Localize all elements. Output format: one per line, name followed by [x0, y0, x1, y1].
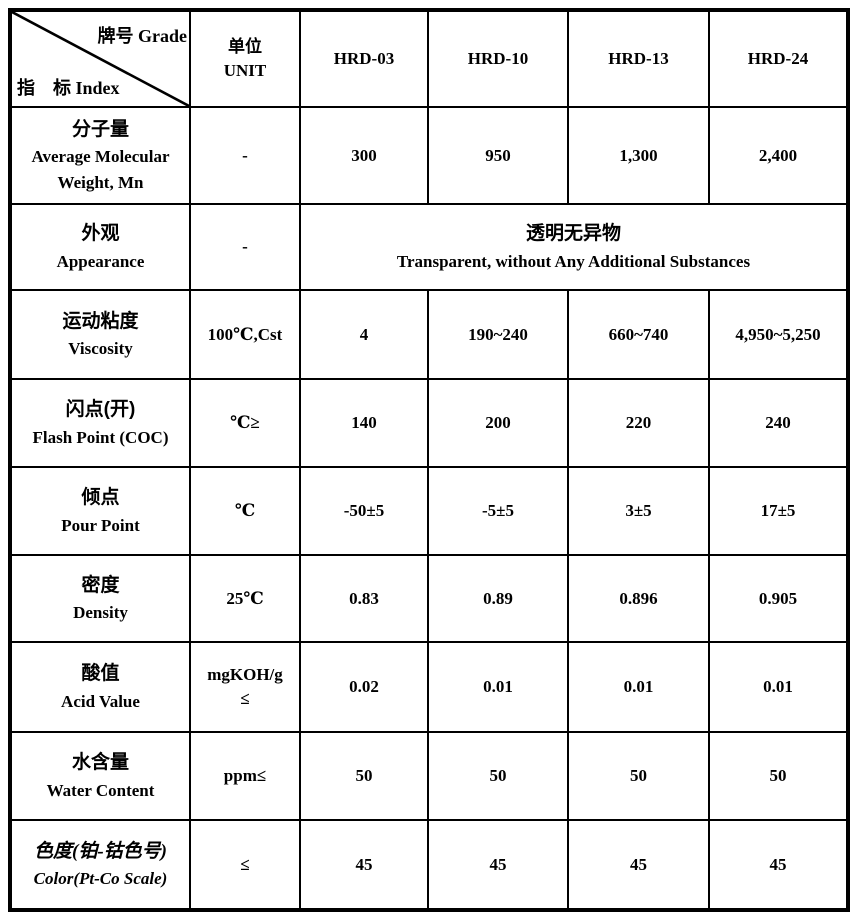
- value-cell: 45: [567, 819, 710, 911]
- row-label-en: Viscosity: [68, 339, 133, 358]
- value-cell: 1,300: [567, 106, 710, 205]
- value-cell: 0.01: [708, 641, 849, 733]
- row-label-en: Color(Pt-Co Scale): [33, 869, 168, 888]
- value-cell: 0.01: [427, 641, 569, 733]
- value-cell: 45: [299, 819, 429, 911]
- row-label-en: Pour Point: [61, 515, 140, 535]
- row-label: 运动粘度 Viscosity: [9, 289, 191, 380]
- row-label-en: Flash Point (COC): [32, 427, 169, 447]
- grade-corner-label: 牌号 Grade: [97, 26, 188, 46]
- appearance-zh: 透明无异物: [525, 223, 621, 245]
- value-cell: 0.01: [567, 641, 710, 733]
- value-cell: 190~240: [427, 289, 569, 380]
- row-label: 倾点 Pour Point: [9, 466, 191, 556]
- diagonal-line: [12, 12, 189, 106]
- row-label-zh: 水含量: [71, 752, 129, 773]
- row-label: 密度 Density: [9, 554, 191, 643]
- value-cell: 45: [708, 819, 849, 911]
- row-label-zh: 外观: [81, 223, 120, 244]
- row-label-en: Density: [73, 603, 128, 622]
- row-label: 外观 Appearance: [9, 203, 191, 291]
- value-cell: 0.83: [299, 554, 429, 643]
- appearance-en: Transparent, without Any Additional Subs…: [396, 252, 751, 272]
- grade-header-hrd-03: HRD-03: [299, 9, 429, 108]
- unit-cell: mgKOH/g ≤: [189, 641, 301, 733]
- row-label-zh: 分子量: [71, 118, 129, 140]
- value-cell: 0.02: [299, 641, 429, 733]
- value-cell: 300: [299, 106, 429, 205]
- value-cell: 4,950~5,250: [708, 289, 849, 380]
- row-label: 闪点(开) Flash Point (COC): [9, 378, 191, 468]
- value-cell: 50: [299, 731, 429, 821]
- value-cell: 200: [427, 378, 569, 468]
- spec-table: 牌号 Grade 指 标 Index 单位 UNIT HRD-03 HRD-10…: [8, 8, 850, 912]
- index-corner-label: 指 标 Index: [17, 78, 120, 98]
- value-cell: 50: [567, 731, 710, 821]
- value-cell: 220: [567, 378, 710, 468]
- value-cell: 0.89: [427, 554, 569, 643]
- row-label-zh: 闪点(开): [65, 399, 136, 420]
- value-cell: 950: [427, 106, 569, 205]
- row-color: 色度(铂-钴色号) Color(Pt-Co Scale) ≤ 45 45 45 …: [9, 819, 849, 911]
- value-cell: 0.896: [567, 554, 710, 643]
- row-appearance: 外观 Appearance - 透明无异物 Transparent, witho…: [9, 203, 849, 291]
- row-water-content: 水含量 Water Content ppm≤ 50 50 50 50: [9, 731, 849, 821]
- corner-cell: 牌号 Grade 指 标 Index: [9, 9, 191, 108]
- row-label-en: Appearance: [56, 251, 145, 271]
- value-cell: 140: [299, 378, 429, 468]
- unit-cell: 25℃: [189, 554, 301, 643]
- value-cell: 4: [299, 289, 429, 380]
- value-cell: 0.905: [708, 554, 849, 643]
- row-label-zh: 倾点: [81, 487, 120, 508]
- unit-cell: 100℃,Cst: [189, 289, 301, 380]
- header-row: 牌号 Grade 指 标 Index 单位 UNIT HRD-03 HRD-10…: [9, 9, 849, 108]
- row-density: 密度 Density 25℃ 0.83 0.89 0.896 0.905: [9, 554, 849, 643]
- row-pour-point: 倾点 Pour Point ℃ -50±5 -5±5 3±5 17±5: [9, 466, 849, 556]
- grade-header-hrd-24: HRD-24: [708, 9, 849, 108]
- unit-cell: -: [189, 203, 301, 291]
- merged-appearance-cell: 透明无异物 Transparent, without Any Additiona…: [299, 203, 849, 291]
- row-label: 色度(铂-钴色号) Color(Pt-Co Scale): [9, 819, 191, 911]
- unit-cell: ppm≤: [189, 731, 301, 821]
- value-cell: 660~740: [567, 289, 710, 380]
- row-molecular-weight: 分子量 Average Molecular Weight, Mn - 300 9…: [9, 106, 849, 205]
- unit-cell: ℃≥: [189, 378, 301, 468]
- row-label-zh: 运动粘度: [62, 310, 139, 332]
- unit-cell: ℃: [189, 466, 301, 556]
- unit-cell: ≤: [189, 819, 301, 911]
- unit-cell: -: [189, 106, 301, 205]
- row-label: 分子量 Average Molecular Weight, Mn: [9, 106, 191, 205]
- row-label-en: Average Molecular Weight, Mn: [31, 147, 170, 192]
- row-flash-point: 闪点(开) Flash Point (COC) ℃≥ 140 200 220 2…: [9, 378, 849, 468]
- value-cell: 17±5: [708, 466, 849, 556]
- row-label-zh: 密度: [81, 574, 120, 596]
- row-viscosity: 运动粘度 Viscosity 100℃,Cst 4 190~240 660~74…: [9, 289, 849, 380]
- row-label-zh: 酸值: [81, 663, 120, 684]
- unit-column-header: 单位 UNIT: [189, 9, 301, 108]
- value-cell: 2,400: [708, 106, 849, 205]
- row-label-en: Acid Value: [61, 691, 140, 711]
- row-label-en: Water Content: [46, 780, 155, 800]
- row-label: 水含量 Water Content: [9, 731, 191, 821]
- value-cell: -5±5: [427, 466, 569, 556]
- row-acid-value: 酸值 Acid Value mgKOH/g ≤ 0.02 0.01 0.01 0…: [9, 641, 849, 733]
- value-cell: 240: [708, 378, 849, 468]
- value-cell: -50±5: [299, 466, 429, 556]
- row-label: 酸值 Acid Value: [9, 641, 191, 733]
- grade-header-hrd-13: HRD-13: [567, 9, 710, 108]
- value-cell: 50: [427, 731, 569, 821]
- value-cell: 3±5: [567, 466, 710, 556]
- value-cell: 45: [427, 819, 569, 911]
- grade-header-hrd-10: HRD-10: [427, 9, 569, 108]
- row-label-zh: 色度(铂-钴色号): [34, 840, 167, 862]
- value-cell: 50: [708, 731, 849, 821]
